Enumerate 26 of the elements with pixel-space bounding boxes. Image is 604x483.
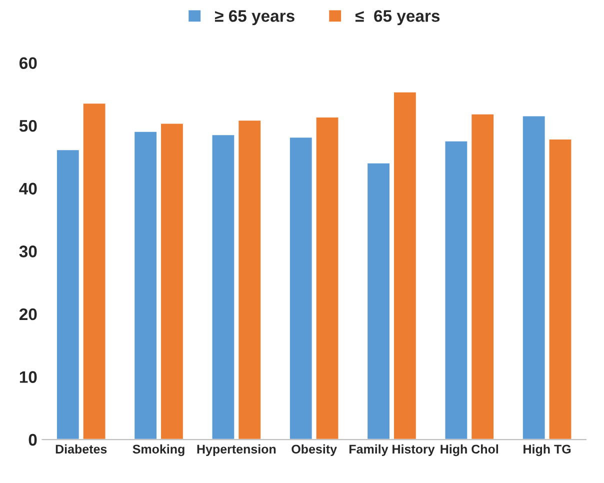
x-tick-label: High Chol — [440, 444, 498, 456]
y-tick-label: 50 — [19, 120, 37, 132]
y-tick-label: 40 — [19, 182, 37, 195]
bar — [210, 134, 236, 440]
y-tick-label: 0 — [28, 434, 37, 446]
y-tick-label: 20 — [19, 308, 37, 320]
y-tick-label: 30 — [19, 246, 37, 258]
x-tick-label: High TG — [524, 444, 571, 456]
y-tick-label: 10 — [20, 371, 37, 383]
bar — [470, 112, 495, 440]
bar — [522, 114, 546, 440]
x-tick-label: Smoking — [132, 444, 184, 456]
legend-label: ≥ 65 years — [214, 10, 294, 26]
bar — [548, 138, 573, 440]
y-tick-label: 60 — [19, 57, 37, 69]
bar — [82, 102, 107, 440]
x-tick-label: Obesity — [292, 444, 337, 456]
x-tick-label: Hypertension — [197, 444, 276, 456]
legend-label: ≤ 65 years — [355, 10, 440, 26]
x-tick-label: Diabetes — [56, 444, 107, 454]
x-tick-label: Family History — [350, 444, 435, 456]
bar — [314, 116, 340, 440]
bar — [288, 136, 314, 440]
bar — [444, 140, 469, 440]
bar — [56, 148, 80, 440]
bar — [237, 119, 262, 440]
